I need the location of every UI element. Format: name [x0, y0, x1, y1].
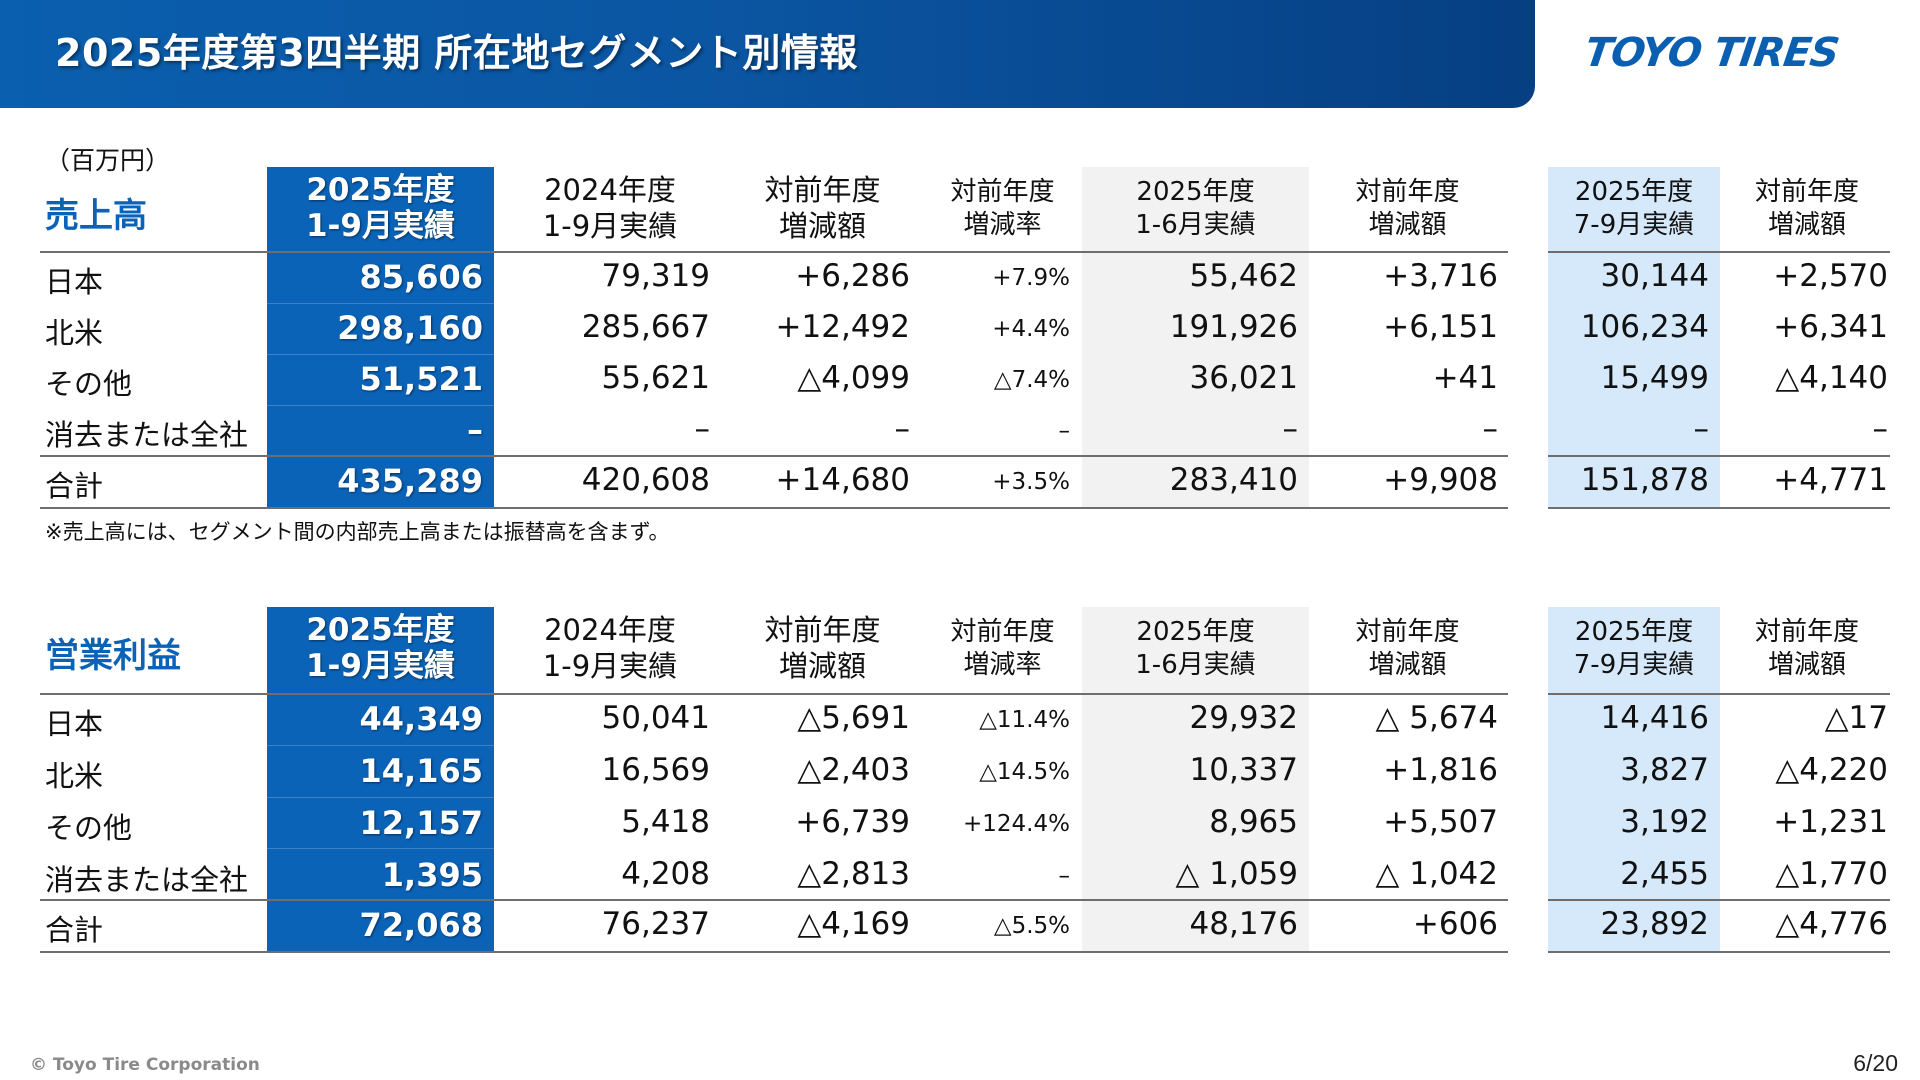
sales-section-title: 売上高 — [45, 196, 147, 236]
header-rule — [40, 251, 1508, 253]
col-header-2025-1-9: 2025年度 1-9月実績 — [305, 612, 455, 684]
unit-label: （百万円） — [45, 147, 171, 175]
col-header-yoy-rate: 対前年度 増減率 — [950, 177, 1055, 240]
row-separator — [267, 745, 494, 746]
highlight-column-2025-1-9 — [267, 607, 494, 952]
bottom-rule-right — [1548, 507, 1890, 509]
col-header-2025-1-6: 2025年度 1-6月実績 — [1135, 177, 1256, 240]
col-header-2025-1-6: 2025年度 1-6月実績 — [1135, 617, 1256, 680]
light-blue-column-2025-7-9 — [1548, 607, 1720, 952]
toyo-tires-logo: TOYO TIRES — [1581, 30, 1842, 76]
total-rule — [40, 455, 1508, 457]
total-rule-right — [1548, 899, 1890, 901]
grey-column-2025-1-6 — [1082, 607, 1309, 952]
col-header-2025-1-9: 2025年度 1-9月実績 — [305, 172, 455, 244]
header-rule-right — [1548, 251, 1890, 253]
col-header-yoy-change-7-9: 対前年度 増減額 — [1754, 617, 1859, 680]
col-header-2024-1-9: 2024年度 1-9月実績 — [542, 173, 678, 243]
row-separator — [267, 303, 494, 304]
row-separator — [267, 797, 494, 798]
page-number: 6/20 — [1853, 1050, 1898, 1076]
header-bar — [0, 0, 1535, 108]
highlight-column-2025-1-9 — [267, 167, 494, 508]
col-header-yoy-change-1-6: 対前年度 増減額 — [1355, 177, 1460, 240]
header-rule — [40, 693, 1508, 695]
total-rule — [40, 899, 1508, 901]
light-blue-column-2025-7-9 — [1548, 167, 1720, 508]
copyright: © Toyo Tire Corporation — [30, 1055, 260, 1075]
row-separator — [267, 354, 494, 355]
bottom-rule-right — [1548, 951, 1890, 953]
bottom-rule — [40, 507, 1508, 509]
page-title: 2025年度第3四半期 所在地セグメント別情報 — [55, 31, 858, 75]
row-separator — [267, 405, 494, 406]
header-rule-right — [1548, 693, 1890, 695]
col-header-2025-7-9: 2025年度 7-9月実績 — [1573, 177, 1695, 240]
col-header-2025-7-9: 2025年度 7-9月実績 — [1573, 617, 1695, 680]
col-header-yoy-rate: 対前年度 増減率 — [950, 617, 1055, 680]
sales-footnote: ※売上高には、セグメント間の内部売上高または振替高を含まず。 — [45, 521, 670, 544]
col-header-yoy-change-7-9: 対前年度 増減額 — [1754, 177, 1859, 240]
col-header-yoy-change-1-6: 対前年度 増減額 — [1355, 617, 1460, 680]
row-separator — [267, 848, 494, 849]
total-rule-right — [1548, 455, 1890, 457]
operating-income-section-title: 営業利益 — [45, 636, 181, 676]
col-header-2024-1-9: 2024年度 1-9月実績 — [542, 613, 678, 683]
col-header-yoy-change: 対前年度 増減額 — [764, 173, 881, 243]
bottom-rule — [40, 951, 1508, 953]
grey-column-2025-1-6 — [1082, 167, 1309, 508]
col-header-yoy-change: 対前年度 増減額 — [764, 613, 881, 683]
